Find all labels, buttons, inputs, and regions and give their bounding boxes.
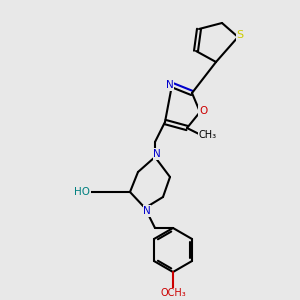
Text: N: N xyxy=(166,80,174,90)
Text: CH₃: CH₃ xyxy=(199,130,217,140)
Text: S: S xyxy=(236,30,244,40)
Text: OCH₃: OCH₃ xyxy=(160,288,186,298)
Text: N: N xyxy=(153,149,161,159)
Text: O: O xyxy=(199,106,207,116)
Text: N: N xyxy=(143,206,151,216)
Text: HO: HO xyxy=(74,187,90,197)
